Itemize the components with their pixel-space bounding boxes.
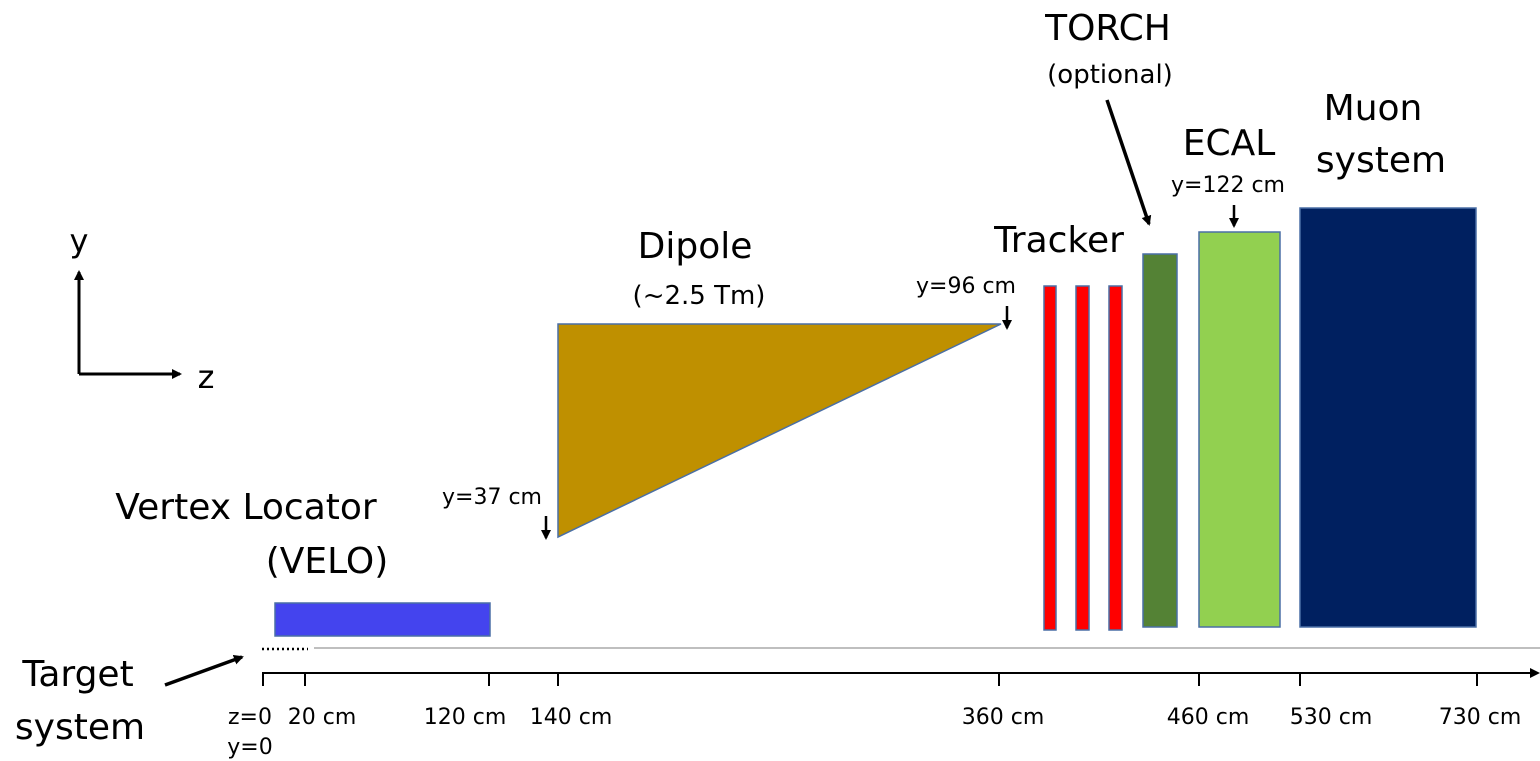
velo-label: Vertex Locator — [115, 487, 377, 528]
dipole-end-height: y=96 cm — [916, 274, 1016, 299]
tracker-station — [1043, 285, 1057, 631]
target-pointer-arrow — [164, 655, 244, 687]
axes-indicator: y z — [70, 222, 215, 396]
z-tick-label: 20 cm — [288, 705, 357, 730]
target-label: Target — [21, 654, 133, 695]
z-scale: z=0 y=0 20 cm 120 cm 140 cm 360 cm 460 c… — [227, 668, 1540, 760]
target-label-system: system — [15, 707, 145, 748]
z-tick-label: 140 cm — [530, 705, 613, 730]
z-tick-label: 530 cm — [1290, 705, 1373, 730]
ecal-height: y=122 cm — [1171, 173, 1285, 198]
y-axis-label: y — [70, 222, 89, 260]
tracker-label: Tracker — [993, 220, 1124, 261]
z-axis-label: z — [198, 358, 215, 396]
tracker-station — [1075, 285, 1090, 631]
torch-block — [1142, 253, 1178, 628]
muon-label-system: system — [1316, 140, 1446, 181]
tracker-stations — [1043, 285, 1123, 631]
z-tick-label: 120 cm — [424, 705, 507, 730]
z-tick-label: 730 cm — [1439, 705, 1522, 730]
torch-note: (optional) — [1047, 60, 1173, 90]
z-tick-label: 460 cm — [1167, 705, 1250, 730]
velo-acronym: (VELO) — [266, 541, 389, 582]
torch-label: TORCH — [1044, 8, 1171, 49]
muon-label: Muon — [1324, 88, 1423, 129]
tracker-station — [1108, 285, 1123, 631]
muon-block — [1299, 207, 1477, 628]
origin-z-label: z=0 — [228, 705, 272, 730]
dipole-field-label: (~2.5 Tm) — [633, 281, 766, 311]
z-tick-label: 360 cm — [962, 705, 1045, 730]
ecal-label: ECAL — [1183, 123, 1276, 164]
dipole-start-height: y=37 cm — [442, 485, 542, 510]
dipole-magnet — [557, 323, 1002, 539]
velo-block — [274, 602, 491, 637]
ecal-block — [1198, 231, 1281, 628]
dipole-label: Dipole — [638, 226, 753, 267]
torch-pointer-arrow — [1105, 99, 1152, 226]
origin-y-label: y=0 — [227, 735, 272, 760]
